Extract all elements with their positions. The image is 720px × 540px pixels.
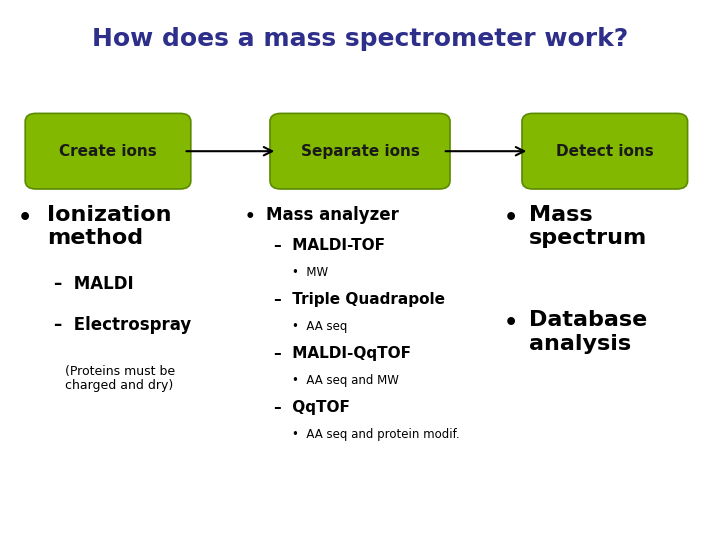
Text: Detect ions: Detect ions	[556, 144, 654, 159]
Text: •: •	[245, 208, 256, 226]
FancyBboxPatch shape	[25, 113, 191, 189]
Text: •  AA seq: • AA seq	[292, 320, 347, 333]
Text: –  MALDI-QqTOF: – MALDI-QqTOF	[274, 346, 410, 361]
Text: Create ions: Create ions	[59, 144, 157, 159]
Text: Mass analyzer: Mass analyzer	[266, 206, 400, 224]
Text: –  MALDI-TOF: – MALDI-TOF	[274, 238, 384, 253]
Text: –  Electrospray: – Electrospray	[54, 316, 192, 334]
FancyBboxPatch shape	[522, 113, 688, 189]
Text: •  MW: • MW	[292, 266, 328, 279]
Text: •: •	[504, 208, 518, 228]
Text: •: •	[504, 313, 518, 333]
Text: Separate ions: Separate ions	[300, 144, 420, 159]
FancyBboxPatch shape	[270, 113, 450, 189]
Text: •: •	[18, 208, 32, 228]
Text: –  MALDI: – MALDI	[54, 275, 134, 293]
Text: Mass
spectrum: Mass spectrum	[529, 205, 647, 248]
Text: –  Triple Quadrapole: – Triple Quadrapole	[274, 292, 445, 307]
Text: How does a mass spectrometer work?: How does a mass spectrometer work?	[92, 27, 628, 51]
Text: –  QqTOF: – QqTOF	[274, 400, 349, 415]
Text: (Proteins must be
charged and dry): (Proteins must be charged and dry)	[65, 364, 175, 393]
Text: Ionization
method: Ionization method	[47, 205, 171, 248]
Text: •  AA seq and MW: • AA seq and MW	[292, 374, 398, 387]
Text: •  AA seq and protein modif.: • AA seq and protein modif.	[292, 428, 459, 441]
Text: Database
analysis: Database analysis	[529, 310, 647, 354]
